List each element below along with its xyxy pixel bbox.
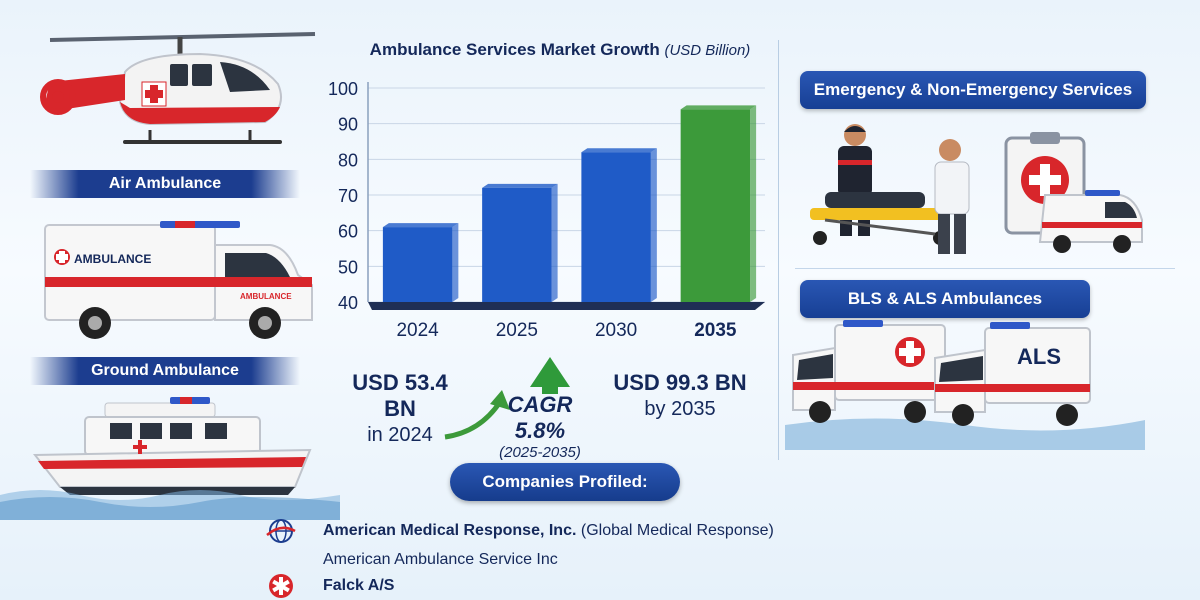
- bar-2025: [482, 187, 552, 302]
- companies-heading: Companies Profiled:: [450, 463, 680, 501]
- y-tick-label: 90: [338, 115, 358, 135]
- company-item: Falck A/S: [265, 572, 394, 600]
- cagr-block: CAGR 5.8% (2025-2035): [480, 392, 600, 461]
- y-tick-label: 40: [338, 293, 358, 313]
- company-name: American Medical Response, Inc. (Global …: [323, 522, 774, 540]
- bar-top: [680, 105, 757, 110]
- star-of-life-logo-icon: [269, 574, 293, 598]
- water-ambulance-illustration: [32, 397, 312, 495]
- air-ambulance-illustration: [40, 32, 316, 144]
- company-name-note: (Global Medical Response): [580, 522, 774, 539]
- y-tick-label: 60: [338, 222, 358, 242]
- x-tick-label: 2024: [396, 320, 439, 340]
- bar-side: [750, 105, 757, 303]
- emergency-services-illustration: [810, 124, 1143, 254]
- end-value-block: USD 99.3 BN by 2035: [610, 370, 750, 421]
- y-tick-label: 70: [338, 186, 358, 206]
- ambulance-side-text: AMBULANCE: [74, 252, 151, 266]
- company-item: American Ambulance Service Inc: [323, 546, 558, 574]
- company-name: Falck A/S: [323, 577, 394, 595]
- chart-bars: [382, 105, 757, 303]
- ambulance-front-text: AMBULANCE: [240, 292, 292, 301]
- air-ambulance-label: Air Ambulance: [30, 170, 300, 198]
- chart-title: Ambulance Services Market Growth (USD Bi…: [345, 40, 775, 60]
- company-item: American Medical Response, Inc. (Global …: [265, 517, 774, 545]
- bls-als-label: BLS & ALS Ambulances: [800, 280, 1090, 318]
- cagr-value: CAGR 5.8%: [507, 392, 573, 443]
- bar-side: [452, 223, 459, 302]
- bar-top: [482, 183, 558, 188]
- y-tick-label: 80: [338, 150, 358, 170]
- sea-waves: [0, 490, 340, 520]
- y-axis: 40 50 60 70 80 90 100: [328, 79, 369, 313]
- market-growth-chart: 40 50 60 70 80 90 100 2024 2025 2030 2035: [328, 79, 765, 340]
- end-amount: USD 99.3 BN: [613, 370, 747, 395]
- x-tick-label: 2025: [496, 320, 538, 340]
- chart-title-text: Ambulance Services Market Growth: [369, 40, 660, 59]
- company-name: American Ambulance Service Inc: [323, 551, 558, 568]
- bar-top: [382, 223, 459, 228]
- chart-unit-label: (USD Billion): [664, 42, 751, 59]
- growth-arrow-icon: [444, 357, 570, 440]
- bar-side: [551, 183, 558, 302]
- end-year: by 2035: [644, 398, 716, 420]
- x-tick-label: 2030: [595, 320, 637, 340]
- x-tick-label: 2035: [694, 320, 737, 340]
- emergency-services-label: Emergency & Non-Emergency Services: [800, 71, 1146, 109]
- start-year: in 2024: [367, 424, 433, 446]
- bar-2035: [680, 109, 751, 303]
- column-divider: [778, 40, 779, 460]
- globe-logo-icon: [266, 519, 296, 543]
- bar-top: [581, 148, 657, 153]
- cagr-period: (2025-2035): [499, 444, 581, 461]
- start-value-block: USD 53.4 BN in 2024: [335, 370, 465, 447]
- bls-als-illustration: ALS: [785, 320, 1145, 450]
- y-tick-label: 50: [338, 257, 358, 277]
- company-name-main: American Medical Response, Inc.: [323, 522, 577, 539]
- vehicle-types-panel: Air Ambulance AMBULANCE AMBULANCE Ground…: [0, 0, 345, 520]
- ground-ambulance-illustration: AMBULANCE AMBULANCE: [44, 221, 313, 339]
- bar-2024: [382, 227, 453, 302]
- x-axis: 2024 2025 2030 2035: [396, 320, 736, 340]
- company-name-main: Falck A/S: [323, 577, 395, 594]
- bar-side: [650, 148, 657, 302]
- start-amount: USD 53.4 BN: [352, 370, 448, 421]
- als-van-text: ALS: [1017, 344, 1061, 369]
- ground-ambulance-label: Ground Ambulance: [30, 357, 300, 385]
- bar-2030: [581, 152, 651, 302]
- section-divider: [795, 268, 1175, 269]
- chart-baseline: [368, 302, 765, 310]
- y-tick-label: 100: [328, 79, 358, 99]
